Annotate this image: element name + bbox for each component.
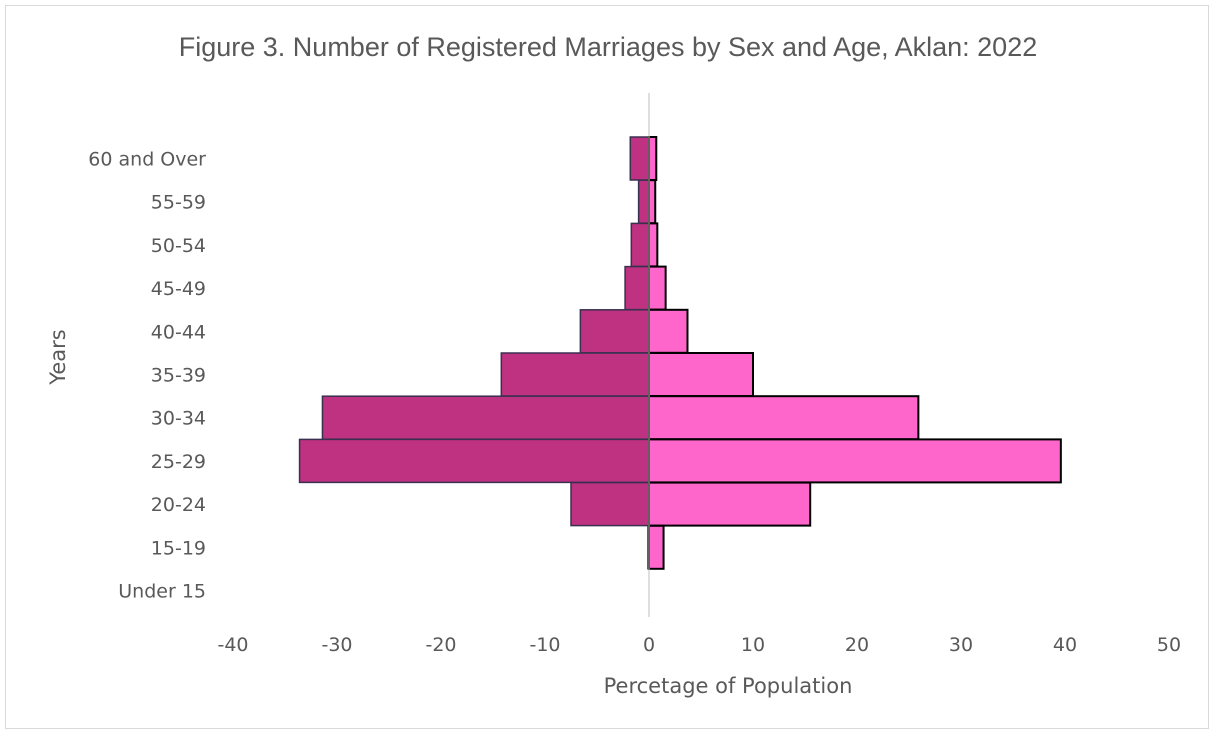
x-tick-label: 10	[741, 634, 765, 656]
x-tick-label: 40	[1053, 634, 1077, 656]
bar-series-0-45-49	[624, 265, 650, 311]
x-tick-label: -10	[529, 634, 560, 656]
category-label: 60 and Over	[88, 149, 206, 171]
x-tick-label: 30	[949, 634, 973, 656]
x-tick-label: -40	[217, 634, 248, 656]
bar-series-0-60-and-over	[629, 136, 650, 181]
bar-series-1-50-54	[648, 222, 659, 268]
x-tick-label: 50	[1157, 634, 1181, 656]
category-label: 55-59	[151, 192, 206, 214]
category-label: 45-49	[151, 278, 206, 300]
chart-title: Figure 3. Number of Registered Marriages…	[178, 32, 1038, 62]
bar-series-1-40-44	[648, 308, 689, 354]
bar-series-1-45-49	[648, 265, 667, 311]
bar-series-0-30-34	[321, 395, 650, 440]
category-label: Under 15	[118, 581, 206, 603]
bar-series-0-20-24	[570, 481, 650, 527]
x-axis-title: Percetage of Population	[604, 674, 853, 698]
category-label: 15-19	[151, 537, 206, 559]
bar-series-0-55-59	[637, 179, 650, 224]
x-tick-label: 20	[845, 634, 869, 656]
x-tick-label: -30	[321, 634, 352, 656]
category-label: 35-39	[151, 365, 206, 387]
chart-frame: Figure 3. Number of Registered Marriages…	[5, 5, 1209, 729]
bar-series-1-35-39	[648, 352, 754, 397]
category-label: 50-54	[151, 235, 206, 257]
category-label: 20-24	[151, 494, 206, 516]
bar-series-1-30-34	[648, 395, 920, 441]
x-tick-label: -20	[425, 634, 456, 656]
y-axis-title: Years	[46, 329, 70, 385]
bar-series-0-25-29	[298, 438, 650, 484]
bar-series-1-20-24	[648, 481, 812, 527]
bar-series-1-25-29	[648, 438, 1062, 484]
category-label: 25-29	[151, 451, 206, 473]
bar-series-1-55-59	[648, 179, 657, 225]
bar-series-1-60-and-over	[648, 136, 658, 181]
bar-series-0-50-54	[630, 222, 650, 268]
bar-series-1-15-19	[648, 524, 665, 570]
category-label: 30-34	[151, 408, 206, 430]
bar-series-0-40-44	[579, 309, 650, 354]
category-label: 40-44	[151, 321, 206, 343]
bar-series-0-35-39	[500, 352, 650, 397]
chart-plot: 60 and Over55-5950-5445-4940-4435-3930-3…	[46, 93, 1181, 698]
x-tick-label: 0	[643, 634, 655, 656]
